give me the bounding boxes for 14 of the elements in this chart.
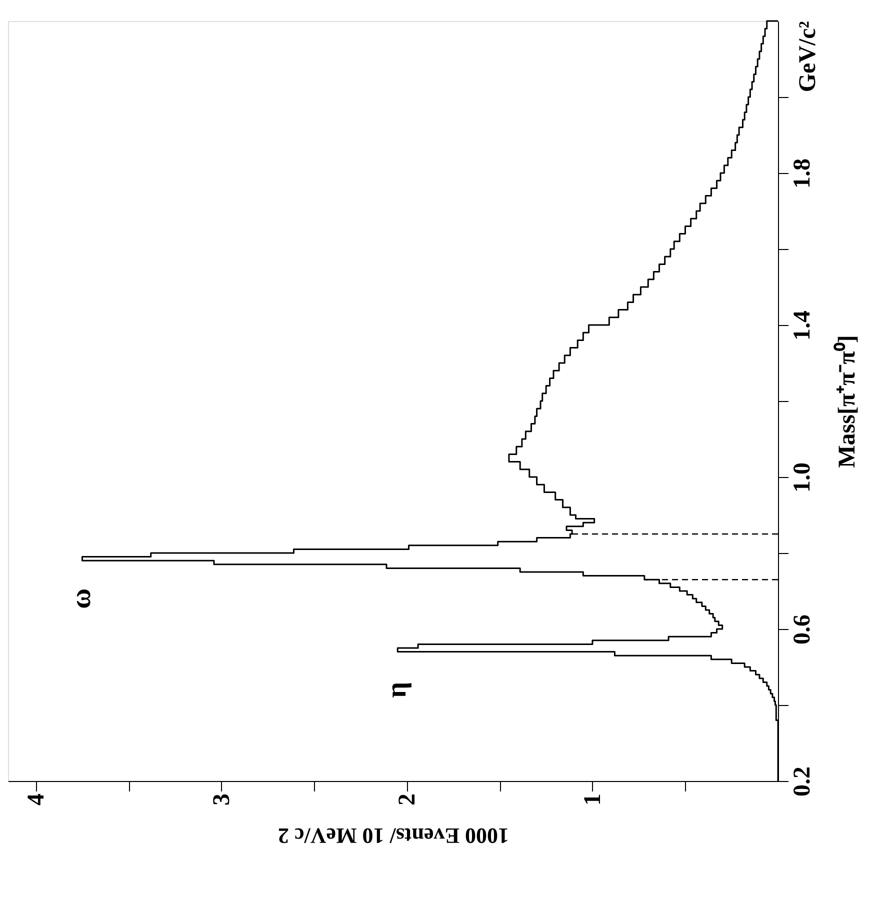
y-tick-label: 0.6 (790, 614, 816, 644)
x-tick-label: 2 (394, 794, 420, 806)
annotation: ω (66, 588, 98, 609)
y-axis-title: Mass[π⁺π⁻π⁰] (834, 335, 860, 468)
x-tick-label: 1 (580, 794, 606, 806)
x-tick-label: 3 (208, 794, 235, 806)
annotation: η (382, 682, 413, 698)
x-tick-label: 4 (23, 794, 50, 806)
y-tick-label: 0.2 (790, 766, 816, 796)
y-tick-label: 1.4 (790, 310, 816, 340)
text: GeV/c² (795, 21, 821, 92)
x-axis-title: 1000 Events/ 10 MeV/c 2 (278, 824, 509, 848)
y-tick-label: 1.0 (790, 462, 816, 492)
y-tick-label: 1.8 (790, 158, 816, 188)
